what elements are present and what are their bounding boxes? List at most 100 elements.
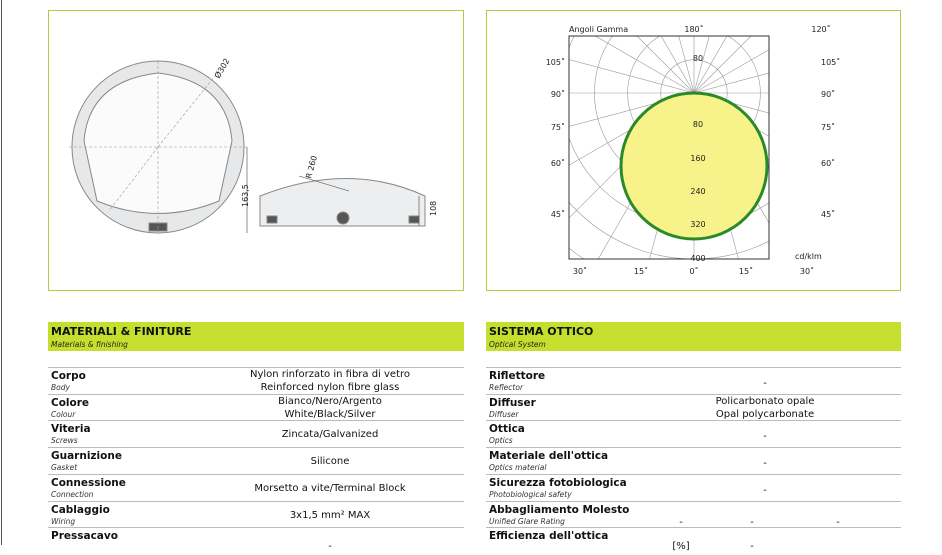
angle-label: 45˚ (551, 209, 565, 219)
row-label: Abbagliamento Molesto (489, 503, 630, 516)
radial-label: 320 (690, 220, 705, 229)
dim-label: Ø302 (212, 56, 231, 80)
row-sublabel: Diffuser (489, 409, 519, 419)
angle-label: 60˚ (551, 158, 565, 168)
row-value: [%] (672, 541, 690, 553)
polar-panel: Angoli Gamma 180˚ 120˚ 105˚ 105˚ 90˚ 90˚ 75˚ 75˚… (486, 10, 901, 291)
row-value: White/Black/Silver (284, 408, 376, 420)
row-sublabel: Optics (489, 436, 513, 446)
polar-title: Angoli Gamma (569, 25, 628, 34)
row-label: Riflettore (489, 370, 546, 382)
angle-label: 15˚ (634, 266, 648, 276)
section-title: MATERIALI & FINITURE (51, 325, 192, 338)
lamp-drawing: Ø302 163,5 R 260 108 (69, 56, 438, 234)
spec-row: Corpo Body Nylon rinforzato in fibra di ve… (48, 367, 464, 395)
angle-label: 75˚ (551, 122, 565, 132)
row-value: 3x1,5 mm² MAX (289, 509, 371, 521)
row-label: Viteria (51, 423, 91, 436)
row-value: - (763, 458, 767, 470)
row-sublabel: Gasket (51, 463, 78, 473)
angle-label: 15˚ (739, 266, 753, 276)
row-label: Materiale dell'ottica (489, 450, 609, 463)
dim-label: R 260 (304, 155, 319, 180)
row-sublabel: Screws (51, 436, 78, 446)
spec-row: Efficienza dell'ottica [%] - (486, 527, 901, 555)
row-label: Connessione (51, 476, 126, 489)
intensity-curve (619, 91, 769, 241)
section-subtitle: Optical System (489, 340, 546, 349)
spec-row: Materiale dell'ottica Optics material - (486, 447, 901, 475)
row-value: - (679, 516, 683, 528)
row-value: - (763, 378, 767, 389)
angle-label: 105˚ (821, 57, 840, 67)
angle-label: 105˚ (546, 57, 565, 67)
section-subtitle: Materials & finishing (51, 340, 128, 349)
spec-row: Colore Colour Bianco/Nero/Argento White/Bla… (48, 393, 464, 422)
spec-row: Connessione Connection Morsetto a vite/Ter… (48, 473, 464, 502)
radial-label: 160 (690, 154, 705, 163)
row-value: - (750, 541, 754, 553)
row-label: Sicurezza fotobiologica (489, 476, 627, 489)
angle-label: 0˚ (689, 266, 698, 276)
row-sublabel: Wiring (51, 516, 76, 526)
row-label: Cablaggio (51, 503, 110, 516)
spec-row: Abbagliamento Molesto Unified Glare Ratin… (486, 500, 901, 529)
dim-label: 163,5 (241, 184, 250, 207)
row-value: Zincata/Galvanized (281, 429, 379, 441)
row-label: Diffuser (489, 396, 536, 409)
row-label: Pressacavo (51, 530, 118, 543)
radial-label: 80 (693, 120, 703, 129)
row-value: Nylon rinforzato in fibra di vetro (249, 369, 411, 380)
row-value: Policarbonato opale (715, 395, 815, 407)
row-value: - (763, 431, 767, 443)
unit-label: cd/klm (795, 252, 822, 261)
angle-label: 180˚ (684, 24, 703, 34)
row-sublabel: Colour (51, 409, 76, 419)
row-label: Ottica (489, 423, 525, 436)
row-label: Corpo (51, 370, 86, 382)
dim-label: 108 (429, 201, 438, 216)
section-header: SISTEMA OTTICO Optical System (486, 322, 901, 351)
spec-row: Guarnizione Gasket Silicone (48, 447, 464, 475)
row-label: Efficienza dell'ottica (489, 530, 609, 543)
spec-row: Pressacavo - (48, 527, 464, 555)
spec-row: Sicurezza fotobiologica Photobiological s… (486, 473, 901, 502)
spec-row: Riflettore Reflector - (486, 367, 901, 395)
angle-label: 30˚ (573, 266, 587, 276)
spec-row: Diffuser Diffuser Policarbonato opale Opal … (486, 393, 901, 422)
drawing-panel: Ø302 163,5 R 260 108 (48, 10, 464, 291)
radial-label: 80 (693, 54, 703, 63)
row-value: Reinforced nylon fibre glass (260, 382, 400, 393)
section-header: MATERIALI & FINITURE Materials & finishi… (48, 322, 464, 351)
angle-label: 30˚ (800, 266, 814, 276)
row-value: - (836, 516, 840, 528)
row-label: Guarnizione (51, 450, 122, 463)
row-sublabel: Body (51, 383, 70, 392)
angle-label: 90˚ (551, 89, 565, 99)
polar-diagram: Angoli Gamma 180˚ 120˚ 105˚ 105˚ 90˚ 90˚ 75˚ 75˚… (546, 24, 841, 276)
radial-label: 400 (690, 254, 705, 263)
angle-label: 60˚ (821, 158, 835, 168)
spec-row: Viteria Screws Zincata/Galvanized (48, 420, 464, 448)
angle-label: 90˚ (821, 89, 835, 99)
row-value: Bianco/Nero/Argento (278, 395, 382, 407)
section-title: SISTEMA OTTICO (489, 325, 594, 338)
row-sublabel: Photobiological safety (489, 489, 572, 499)
row-value: - (328, 541, 332, 553)
row-value: Morsetto a vite/Terminal Block (254, 482, 406, 494)
row-value: Opal polycarbonate (715, 408, 815, 420)
row-sublabel: Reflector (489, 383, 524, 392)
angle-label: 45˚ (821, 209, 835, 219)
spec-row: Cablaggio Wiring 3x1,5 mm² MAX (48, 500, 464, 529)
row-sublabel: Unified Glare Rating (489, 516, 565, 526)
row-value: - (763, 484, 767, 496)
radial-label: 240 (690, 187, 705, 196)
spec-row: Ottica Optics - (486, 420, 901, 448)
row-value: Silicone (310, 456, 350, 468)
row-value: - (750, 516, 754, 528)
row-sublabel: Optics material (489, 463, 547, 473)
plot-frame (568, 35, 770, 260)
angle-label: 75˚ (821, 122, 835, 132)
angle-label: 120˚ (811, 24, 830, 34)
